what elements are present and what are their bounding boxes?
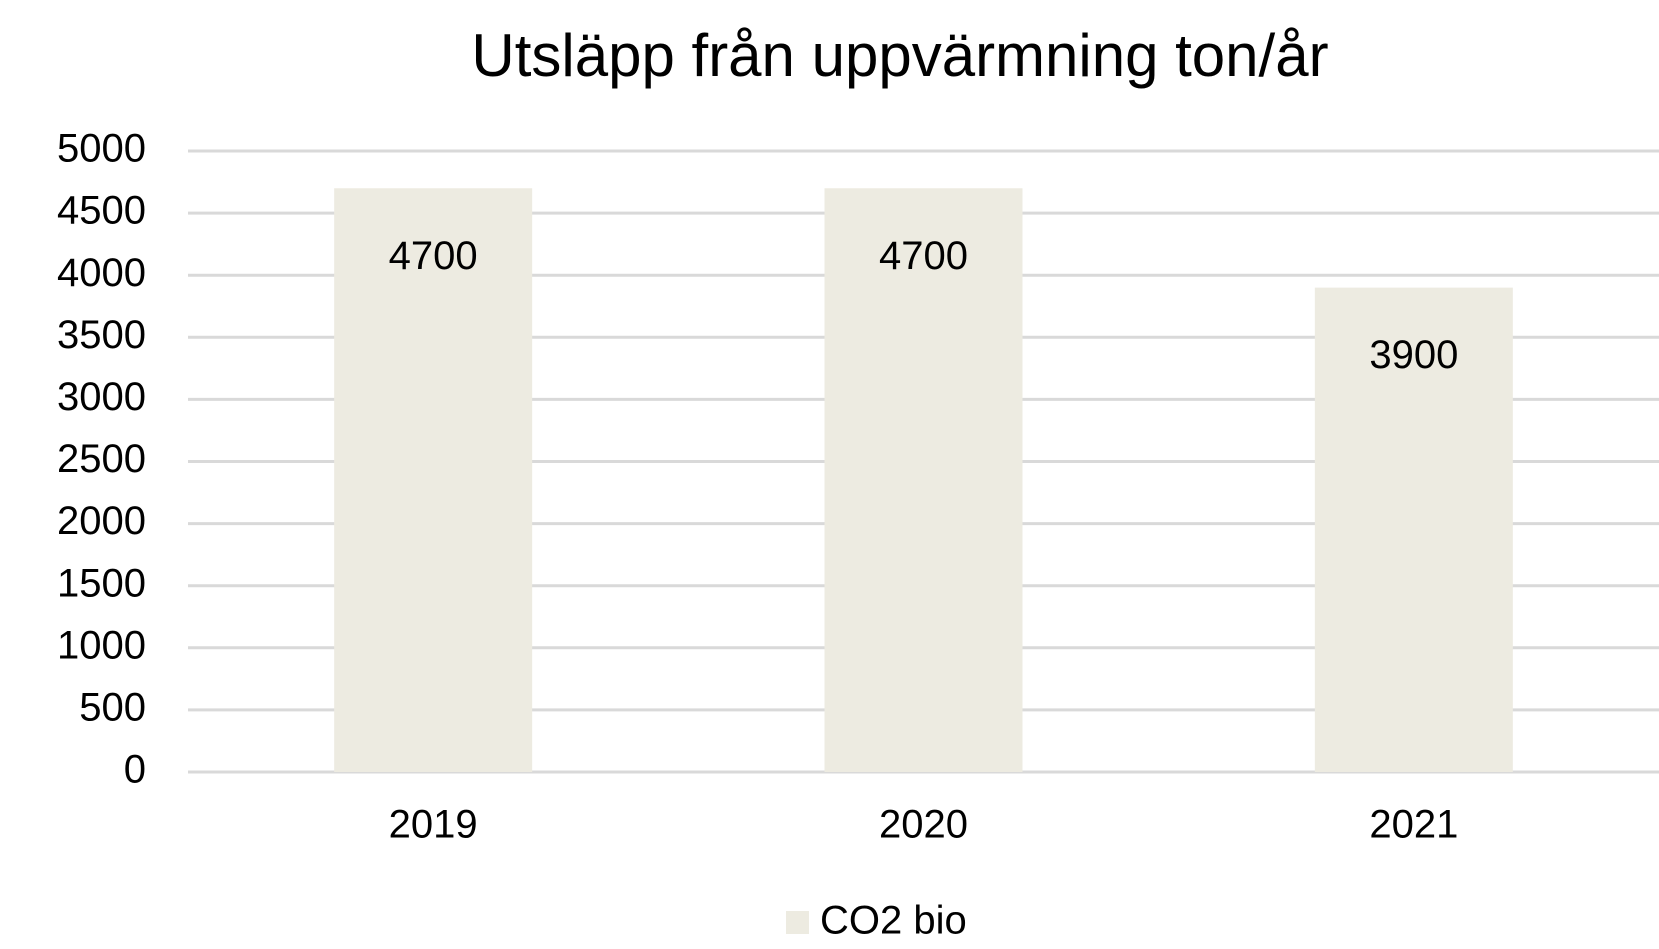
y-tick-label: 3000 [57,375,146,419]
x-tick-label: 2021 [1369,803,1458,847]
data-label: 4700 [389,234,478,278]
bar [824,188,1023,772]
bar [334,188,533,772]
chart-title: Utsläpp från uppvärmning ton/år [471,22,1328,89]
y-tick-label: 5000 [57,127,146,171]
y-tick-label: 0 [124,748,146,792]
data-label: 4700 [879,234,968,278]
y-tick-label: 1000 [57,623,146,667]
y-tick-label: 1500 [57,561,146,605]
x-tick-label: 2020 [879,803,968,847]
y-tick-label: 500 [79,685,146,729]
y-tick-label: 2500 [57,437,146,481]
y-tick-label: 4500 [57,189,146,233]
legend-label: CO2 bio [820,899,967,943]
x-tick-label: 2019 [389,803,478,847]
bar [1314,287,1513,772]
y-tick-label: 4000 [57,251,146,295]
legend-swatch [786,911,809,934]
data-label: 3900 [1369,333,1458,377]
y-tick-label: 3500 [57,313,146,357]
y-tick-label: 2000 [57,499,146,543]
